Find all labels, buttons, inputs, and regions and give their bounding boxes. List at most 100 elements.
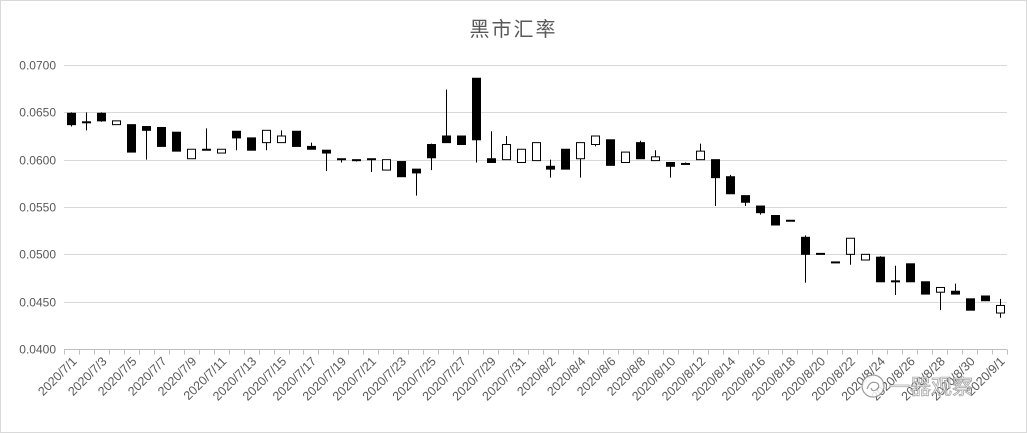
chart-title: 黑市汇率 (469, 17, 558, 41)
candle-2020-8-21 (831, 261, 840, 264)
candle-body-up (382, 159, 391, 171)
candle-2020-7-16 (292, 130, 301, 147)
candle-body-down (127, 124, 136, 153)
candle-body-up (846, 237, 855, 255)
candle-body-up (576, 142, 585, 160)
candle-body-down (831, 261, 840, 264)
y-tick-label: 0.0500 (19, 248, 56, 262)
candle-2020-8-13 (711, 159, 720, 207)
candle-body-down (337, 158, 346, 161)
candle-body-down (367, 158, 376, 161)
candle-body-down (97, 112, 106, 122)
candle-body-down (82, 121, 91, 124)
candle-2020-8-3 (561, 148, 570, 170)
candle-2020-8-14 (726, 174, 735, 195)
candle-2020-8-10 (666, 162, 675, 178)
candle-2020-7-1 (67, 112, 76, 127)
candle-2020-8-26 (906, 263, 915, 283)
x-axis-ticks (64, 349, 1008, 355)
candle-2020-7-26 (442, 89, 451, 144)
candle-body-down (816, 252, 825, 255)
candle-2020-7-6 (142, 126, 151, 160)
candle-2020-7-30 (502, 136, 511, 161)
candle-body-down (427, 144, 436, 159)
candle-body-down (876, 256, 885, 283)
y-tick-label: 0.0700 (19, 59, 56, 73)
candle-body-down (711, 159, 720, 179)
candle-2020-7-18 (322, 149, 331, 172)
candle-body-down (397, 161, 406, 178)
candle-body-up (651, 156, 660, 162)
y-axis-labels: 0.0400 0.0450 0.0500 0.0550 0.0600 0.0650 0.07… (19, 59, 56, 357)
y-tick-label: 0.0600 (19, 154, 56, 168)
candle-2020-8-23 (861, 253, 870, 261)
candle-2020-7-2 (82, 112, 91, 131)
candle-2020-7-23 (397, 161, 406, 178)
watermark-logo-icon (861, 374, 885, 398)
candle-2020-7-31 (517, 148, 526, 164)
candle-body-down (681, 162, 690, 165)
candle-body-down (921, 281, 930, 295)
candle-body-down (606, 139, 615, 166)
watermark-text: 一器观察 (889, 375, 973, 399)
candle-2020-7-25 (427, 143, 436, 171)
candle-body-down (666, 162, 675, 167)
candle-body-up (591, 135, 600, 146)
candle-body-down (232, 130, 241, 139)
candle-2020-8-18 (786, 219, 795, 222)
candle-body-down (292, 130, 301, 147)
candle-2020-8-15 (741, 195, 750, 207)
candle-2020-7-3 (97, 112, 106, 122)
candle-2020-7-27 (457, 135, 466, 146)
candle-2020-8-11 (681, 162, 690, 165)
candle-2020-7-9 (187, 148, 196, 160)
candle-2020-7-29 (487, 131, 496, 164)
candle-2020-8-27 (921, 281, 930, 295)
watermark-swirl-icon (866, 381, 880, 392)
candle-2020-9-1 (996, 298, 1005, 318)
candle-body-up (502, 144, 511, 161)
candle-body-down (636, 142, 645, 160)
candle-2020-8-16 (756, 205, 765, 215)
candle-2020-7-11 (217, 148, 226, 154)
candle-body-down (726, 176, 735, 195)
candle-body-up (861, 253, 870, 261)
candle-2020-8-22 (846, 237, 855, 265)
candle-body-up (262, 129, 271, 144)
candle-body-down (412, 168, 421, 174)
candle-2020-7-10 (202, 128, 211, 151)
candle-2020-7-7 (157, 126, 166, 147)
candle-2020-7-4 (112, 120, 121, 126)
candle-body-down (561, 148, 570, 170)
candle-2020-7-22 (382, 159, 391, 171)
candle-body-up (936, 286, 945, 293)
candle-body-down (771, 215, 780, 226)
y-tick-label: 0.0400 (19, 343, 56, 357)
candle-2020-8-17 (771, 215, 780, 226)
candle-body-down (966, 298, 975, 311)
y-tick-label: 0.0450 (19, 296, 56, 310)
candle-2020-7-17 (307, 142, 316, 150)
candle-2020-8-24 (876, 256, 885, 283)
y-tick-label: 0.0650 (19, 106, 56, 120)
candle-body-down (352, 159, 361, 162)
candle-body-up (217, 148, 226, 154)
candle-body-down (801, 236, 810, 255)
candle-2020-8-5 (591, 135, 600, 147)
candle-2020-8-29 (951, 283, 960, 295)
candle-2020-7-14 (262, 129, 271, 151)
candle-2020-8-30 (966, 298, 975, 311)
candle-body-up (187, 148, 196, 160)
candle-body-down (67, 112, 76, 126)
candle-2020-8-1 (532, 142, 541, 162)
candle-body-up (532, 142, 541, 162)
candle-2020-8-28 (936, 286, 945, 311)
candle-2020-8-25 (891, 265, 900, 296)
candle-2020-8-2 (546, 159, 555, 178)
candles (67, 77, 1005, 318)
candle-2020-7-13 (247, 137, 256, 151)
candle-2020-8-6 (606, 139, 615, 166)
candle-body-down (756, 205, 765, 214)
candle-body-down (157, 126, 166, 147)
